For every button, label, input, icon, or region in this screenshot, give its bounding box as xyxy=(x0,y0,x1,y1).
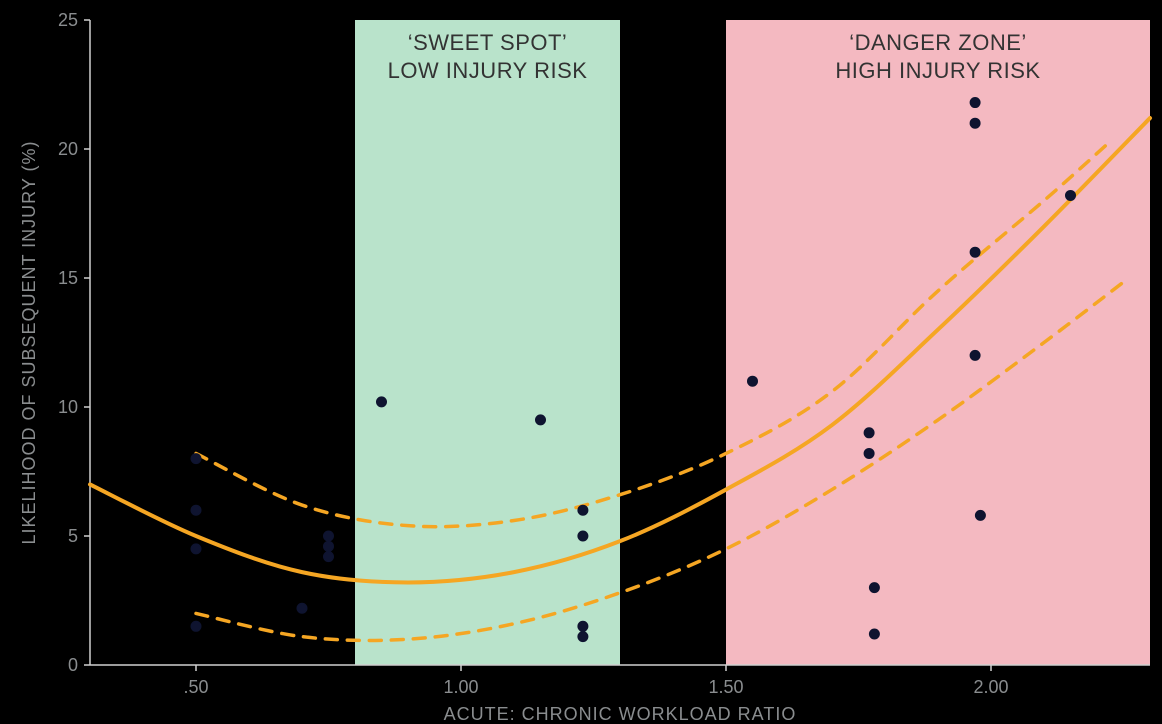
scatter-point xyxy=(869,629,879,639)
scatter-point xyxy=(324,552,334,562)
scatter-point xyxy=(191,454,201,464)
zone-label-danger-zone-line2: HIGH INJURY RISK xyxy=(835,58,1040,83)
zone-label-sweet-spot-line1: ‘SWEET SPOT’ xyxy=(408,30,568,55)
y-tick-label: 15 xyxy=(58,268,78,288)
y-axis-label: LIKELIHOOD OF SUBSEQUENT INJURY (%) xyxy=(19,140,39,544)
zone-danger-zone xyxy=(726,20,1150,665)
x-axis-label: ACUTE: CHRONIC WORKLOAD RATIO xyxy=(444,704,797,724)
x-tick-label: .50 xyxy=(183,677,208,697)
scatter-point xyxy=(191,621,201,631)
y-tick-label: 5 xyxy=(68,526,78,546)
scatter-point xyxy=(1066,190,1076,200)
scatter-point xyxy=(975,510,985,520)
scatter-point xyxy=(869,583,879,593)
injury-risk-chart: ‘SWEET SPOT’ LOW INJURY RISK ‘DANGER ZONE’… xyxy=(0,0,1162,724)
scatter-point xyxy=(297,603,307,613)
y-tick-label: 20 xyxy=(58,139,78,159)
zone-label-danger-zone-line1: ‘DANGER ZONE’ xyxy=(849,30,1027,55)
scatter-point xyxy=(970,350,980,360)
scatter-point xyxy=(191,544,201,554)
scatter-point xyxy=(864,448,874,458)
scatter-point xyxy=(191,505,201,515)
x-tick-label: 1.00 xyxy=(443,677,478,697)
scatter-point xyxy=(377,397,387,407)
zone-label-sweet-spot-line2: LOW INJURY RISK xyxy=(388,58,588,83)
scatter-point xyxy=(324,531,334,541)
scatter-point xyxy=(970,98,980,108)
scatter-point xyxy=(578,531,588,541)
scatter-point xyxy=(970,118,980,128)
zone-sweet-spot xyxy=(355,20,620,665)
scatter-point xyxy=(748,376,758,386)
y-tick-label: 25 xyxy=(58,10,78,30)
x-tick-label: 2.00 xyxy=(973,677,1008,697)
x-tick-label: 1.50 xyxy=(708,677,743,697)
y-tick-label: 10 xyxy=(58,397,78,417)
scatter-point xyxy=(536,415,546,425)
scatter-point xyxy=(324,541,334,551)
scatter-point xyxy=(578,632,588,642)
chart-container: ‘SWEET SPOT’ LOW INJURY RISK ‘DANGER ZONE’… xyxy=(0,0,1162,724)
scatter-point xyxy=(578,505,588,515)
scatter-point xyxy=(864,428,874,438)
scatter-point xyxy=(970,247,980,257)
y-tick-label: 0 xyxy=(68,655,78,675)
scatter-point xyxy=(578,621,588,631)
